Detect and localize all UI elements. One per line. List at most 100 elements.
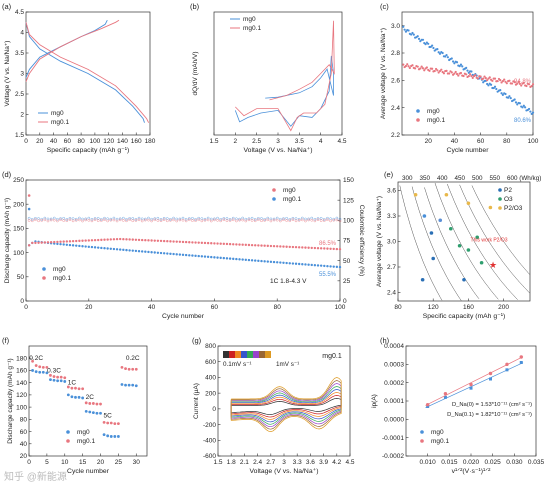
avg-voltage-point-mg0.1	[436, 69, 439, 72]
capacity-point-mg0	[75, 244, 78, 247]
panel-label-b: (b)	[190, 2, 200, 11]
y-tick-label: 2.2	[391, 132, 400, 139]
y-tick-label: 1.5	[15, 132, 24, 139]
avg-voltage-point-mg0.1	[516, 82, 519, 85]
capacity-point-mg0.1	[140, 238, 144, 242]
capacity-point-mg0	[119, 248, 122, 251]
avg-voltage-point-mg0	[531, 111, 535, 114]
capacity-point-mg0.1	[210, 242, 213, 245]
avg-voltage-point-mg0	[412, 33, 415, 36]
rate-point-mg0.1	[38, 365, 42, 369]
capacity-point-mg0	[222, 256, 226, 260]
y-tick-label: 4	[20, 30, 24, 37]
y-axis-label: dQ/dV (mAh/V)	[192, 51, 199, 95]
avg-voltage-point-mg0.1	[462, 74, 465, 78]
avg-voltage-point-mg0.1	[505, 82, 508, 85]
retention-label-mg0.1: 94.8%	[514, 79, 532, 85]
ce-point-mg0.1	[338, 219, 342, 223]
avg-voltage-point-mg0	[441, 51, 444, 55]
rate-point-mg0	[120, 383, 124, 386]
capacity-point-mg0.1	[97, 238, 100, 242]
y2-tick-label: 150	[343, 177, 354, 184]
capacity-point-mg0	[197, 254, 200, 258]
y-tick-label: 0.0003	[384, 362, 404, 369]
avg-voltage-point-mg0	[487, 84, 490, 87]
capacity-point-mg0.1	[153, 239, 156, 242]
x-axis-label: Specific capacity (mAh g⁻¹)	[47, 147, 130, 154]
energy-isoline	[411, 186, 462, 301]
capacity-point-mg0.1	[56, 240, 59, 244]
avg-voltage-point-mg0	[424, 43, 427, 46]
capacity-point-mg0	[140, 250, 144, 253]
avg-voltage-point-mg0.1	[442, 72, 446, 75]
capacity-point-mg0.1	[301, 246, 304, 249]
y-tick-label: 200	[205, 390, 216, 397]
x-axis-label: Cycle number	[447, 147, 490, 154]
ce-point-mg0	[172, 216, 175, 220]
x-tick-label: 20	[85, 304, 93, 311]
ce-point-mg0	[30, 218, 34, 221]
avg-voltage-point-mg0.1	[445, 69, 448, 72]
x-tick-label: 25	[115, 459, 123, 466]
avg-voltage-point-mg0.1	[454, 70, 457, 74]
ip-point-mg0.1	[519, 355, 523, 359]
ce-point-mg0.1	[285, 219, 288, 222]
ce-point-mg0.1	[253, 219, 257, 223]
rate-point-mg0	[91, 411, 95, 415]
ce-point-mg0.1	[235, 219, 238, 223]
capacity-point-mg0.1	[71, 239, 75, 243]
ce-point-mg0	[184, 217, 188, 221]
literature-point	[444, 192, 449, 197]
ce-point-mg0.1	[34, 218, 37, 221]
legend-entry: mg0.1	[53, 275, 71, 282]
ce-point-mg0	[78, 216, 81, 220]
ce-point-mg0.1	[165, 219, 169, 223]
ce-point-mg0.1	[65, 219, 69, 222]
x-tick-label: 0.030	[506, 459, 523, 466]
ce-point-mg0	[238, 217, 241, 221]
capacity-point-mg0	[178, 253, 182, 256]
capacity-point-mg0	[316, 264, 320, 267]
capacity-point-mg0	[282, 261, 285, 264]
energy-density-label: 600 (Wh/kg)	[507, 175, 541, 182]
ce-point-mg0.1	[140, 219, 144, 223]
legend-entry: mg0	[243, 16, 256, 23]
ce-point-mg0.1	[260, 219, 263, 223]
scan-rate-swatch	[247, 351, 253, 358]
rate-label: 0.2C	[29, 355, 43, 362]
avg-voltage-point-mg0	[522, 104, 525, 107]
capacity-point-mg0	[297, 262, 301, 266]
ce-point-mg0.1	[282, 218, 285, 222]
legend-swatch	[416, 109, 420, 113]
capacity-point-mg0	[184, 253, 188, 257]
legend-entry: P2	[504, 187, 512, 194]
capacity-point-mg0	[65, 243, 69, 246]
capacity-point-mg0.1	[75, 239, 78, 243]
x-tick-label: 2	[234, 138, 238, 145]
y-tick-label: 600	[205, 359, 216, 366]
legend-entry: mg0	[53, 266, 66, 273]
avg-voltage-point-mg0	[513, 98, 516, 101]
x-axis-label: Voltage (V vs. Na/Na⁺)	[244, 147, 313, 154]
capacity-point-mg0.1	[338, 248, 342, 251]
capacity-point-mg0.1	[137, 238, 141, 242]
x-tick-label: 2.1	[240, 459, 249, 466]
ce-point-mg0	[197, 216, 200, 220]
rate-point-mg0	[77, 395, 81, 399]
avg-voltage-point-mg0	[499, 89, 502, 92]
ce-point-mg0.1	[30, 219, 34, 223]
ce-point-mg0.1	[250, 219, 254, 222]
ce-point-mg0	[335, 216, 339, 220]
avg-voltage-point-mg0.1	[499, 79, 502, 82]
ce-point-mg0.1	[209, 219, 213, 223]
ce-point-mg0.1	[109, 218, 113, 222]
ce-point-mg0.1	[93, 218, 97, 222]
ce-point-mg0	[109, 217, 113, 221]
y-tick-label: 0.0000	[384, 417, 404, 424]
ce-point-mg0	[71, 217, 75, 220]
y-tick-label: 0	[212, 406, 216, 413]
avg-voltage-point-mg0	[458, 65, 461, 68]
avg-voltage-point-mg0.1	[488, 76, 491, 79]
x-tick-label: 0.010	[420, 459, 437, 466]
capacity-point-mg0.1	[335, 247, 339, 251]
